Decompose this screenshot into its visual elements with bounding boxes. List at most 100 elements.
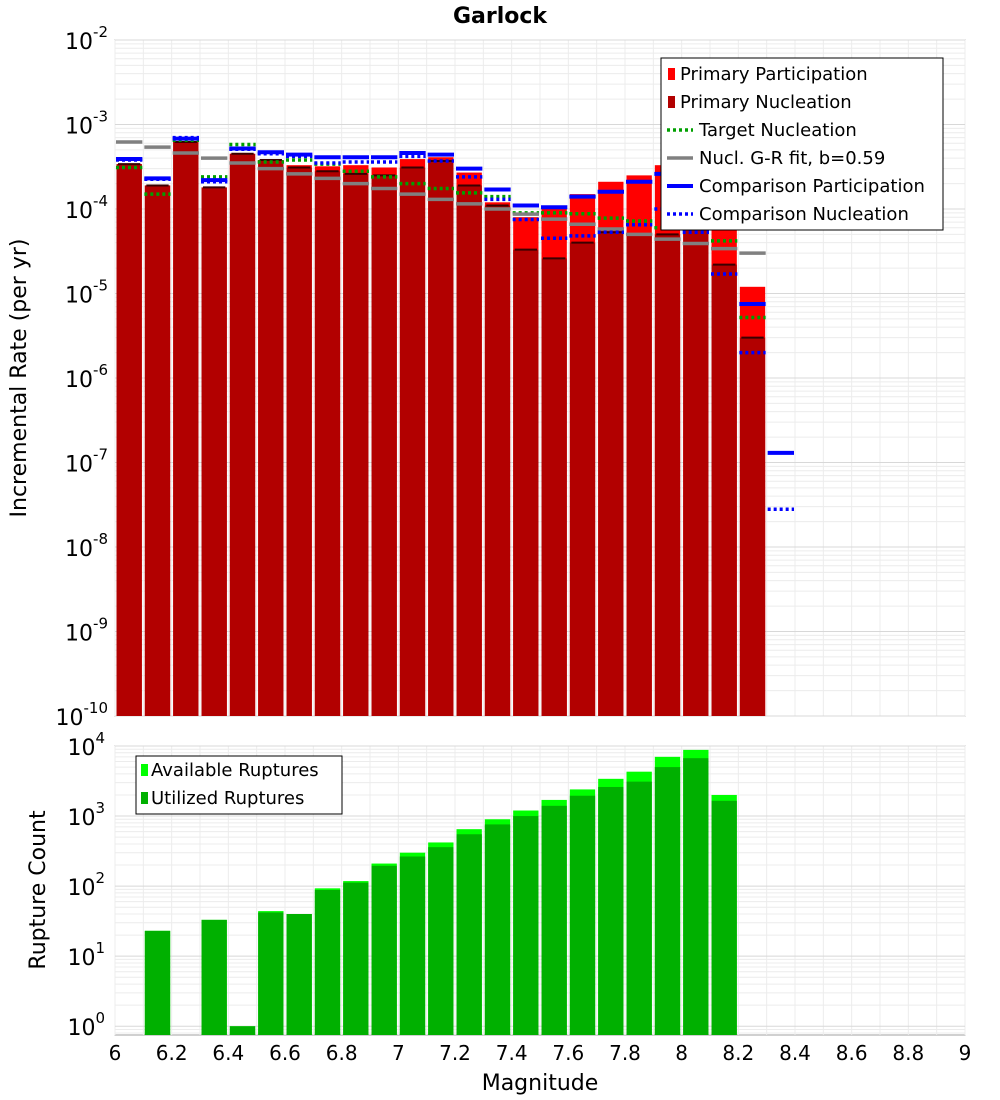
primary-nucleation-bar [371,175,397,716]
primary-nucleation-bar [201,187,227,717]
utilized-ruptures-bar [598,786,624,1035]
available-ruptures-legend-swatch [141,764,148,776]
y-tick-label: 10-10 [56,699,109,731]
target-nucleation-legend-label: Target Nucleation [698,120,857,141]
primary-nucleation-bar [399,167,426,717]
utilized-ruptures-bar [513,816,539,1035]
x-tick-label: 8.8 [892,1041,924,1065]
utilized-ruptures-legend-swatch [141,792,148,804]
primary-nucleation-bar [456,185,482,717]
utilized-ruptures-bar [626,781,652,1035]
count-y-tick-labels: 104 103 102 101 100 [67,729,105,1041]
y-tick-label: 101 [67,939,105,971]
count-panel: 104 103 102 101 100 6 6.2 6.4 6.6 6.8 7 7.2 7.4 7.6 7… [26,729,971,1096]
x-tick-label: 8 [675,1041,688,1065]
x-tick-label: 6.4 [212,1041,244,1065]
primary-nucleation-bar [484,205,511,716]
utilized-ruptures-legend-label: Utilized Ruptures [151,788,304,809]
primary-nucleation-bar [569,242,596,717]
primary-nucleation-bar [541,258,567,716]
utilized-ruptures-bar [371,865,397,1035]
comparison-participation-legend-label: Comparison Participation [699,176,925,197]
x-tick-label: 7.8 [609,1041,641,1065]
primary-nucleation-bar [626,234,652,717]
rate-bars [116,142,766,717]
utilized-ruptures-bar [229,1026,256,1035]
rate-panel: 10-2 10-3 10-4 10-5 10-6 10-7 10-8 10-9 10-10 In… [7,23,966,731]
y-tick-label: 102 [67,869,105,901]
primary-participation-legend-swatch [668,68,675,80]
available-ruptures-legend-label: Available Ruptures [151,760,319,781]
rate-legend: Primary Participation Primary Nucleation T… [660,57,944,231]
utilized-ruptures-bar [343,882,369,1035]
y-tick-label: 10-8 [65,530,108,562]
y-tick-label: 104 [67,729,105,761]
x-tick-label: 7.4 [496,1041,528,1065]
x-tick-label: 8.2 [722,1041,754,1065]
y-tick-label: 10-3 [65,108,108,140]
rate-legend-box [660,57,944,231]
utilized-ruptures-bar [258,912,284,1035]
primary-nucleation-bar [598,232,624,716]
utilized-ruptures-bar [484,824,511,1035]
utilized-ruptures-bar [314,890,341,1035]
primary-nucleation-bar [343,173,369,716]
y-tick-label: 10-9 [65,615,108,647]
utilized-ruptures-bar [569,795,596,1035]
count-y-axis-label: Rupture Count [26,810,51,970]
utilized-ruptures-bar [428,847,454,1035]
y-tick-label: 100 [67,1009,105,1041]
y-tick-label: 10-5 [65,277,108,309]
x-tick-label: 8.6 [836,1041,868,1065]
rate-y-axis-label: Incremental Rate (per yr) [7,239,32,518]
utilized-ruptures-bar [399,856,426,1035]
y-tick-label: 10-7 [65,446,108,478]
utilized-ruptures-bar [144,930,171,1035]
chart-title: Garlock [453,4,548,29]
primary-participation-legend-label: Primary Participation [680,64,868,85]
x-tick-label: 7.2 [439,1041,471,1065]
x-axis-label: Magnitude [482,1071,599,1096]
primary-nucleation-bar [286,167,312,717]
nucl-g-r-fit-b-0-59-legend-label: Nucl. G-R fit, b=0.59 [699,148,885,169]
count-legend-box [135,755,343,815]
primary-nucleation-legend-swatch [668,96,675,108]
primary-nucleation-bar [229,153,256,717]
y-tick-label: 10-6 [65,361,108,393]
count-gridlines [114,745,966,1035]
utilized-ruptures-bar [456,834,482,1035]
x-tick-label: 8.4 [779,1041,811,1065]
primary-nucleation-bar [144,185,171,717]
x-tick-label: 6 [109,1041,122,1065]
primary-nucleation-bar [116,164,142,716]
primary-nucleation-bar [683,227,709,716]
primary-nucleation-bar [739,337,766,716]
count-bars [144,749,737,1035]
y-tick-label: 103 [67,799,105,831]
primary-nucleation-bar [513,249,539,716]
primary-nucleation-bar [654,234,681,717]
primary-nucleation-bar [711,264,737,716]
count-legend: Available Ruptures Utilized Ruptures [135,755,343,815]
rate-y-tick-labels: 10-2 10-3 10-4 10-5 10-6 10-7 10-8 10-9 10-10 [56,23,109,731]
x-tick-label: 6.8 [326,1041,358,1065]
primary-nucleation-legend-label: Primary Nucleation [680,92,852,113]
x-tick-label: 9 [959,1041,972,1065]
primary-nucleation-bar [314,171,341,716]
utilized-ruptures-bar [201,919,227,1035]
y-tick-label: 10-4 [65,192,108,224]
y-tick-label: 10-2 [65,23,108,55]
x-tick-label: 7.6 [552,1041,584,1065]
utilized-ruptures-bar [683,758,709,1035]
utilized-ruptures-bar [541,805,567,1035]
primary-nucleation-bar [258,160,284,716]
x-tick-label: 7 [392,1041,405,1065]
utilized-ruptures-bar [654,767,681,1035]
primary-nucleation-bar [173,142,199,716]
utilized-ruptures-bar [286,914,312,1035]
utilized-ruptures-bar [711,800,737,1035]
primary-nucleation-bar [428,160,454,717]
magnitude-tick-labels: 6 6.2 6.4 6.6 6.8 7 7.2 7.4 7.6 7.8 8 8.2 8.4 8.6 8.8 9 [109,1041,972,1065]
x-tick-label: 6.2 [156,1041,188,1065]
